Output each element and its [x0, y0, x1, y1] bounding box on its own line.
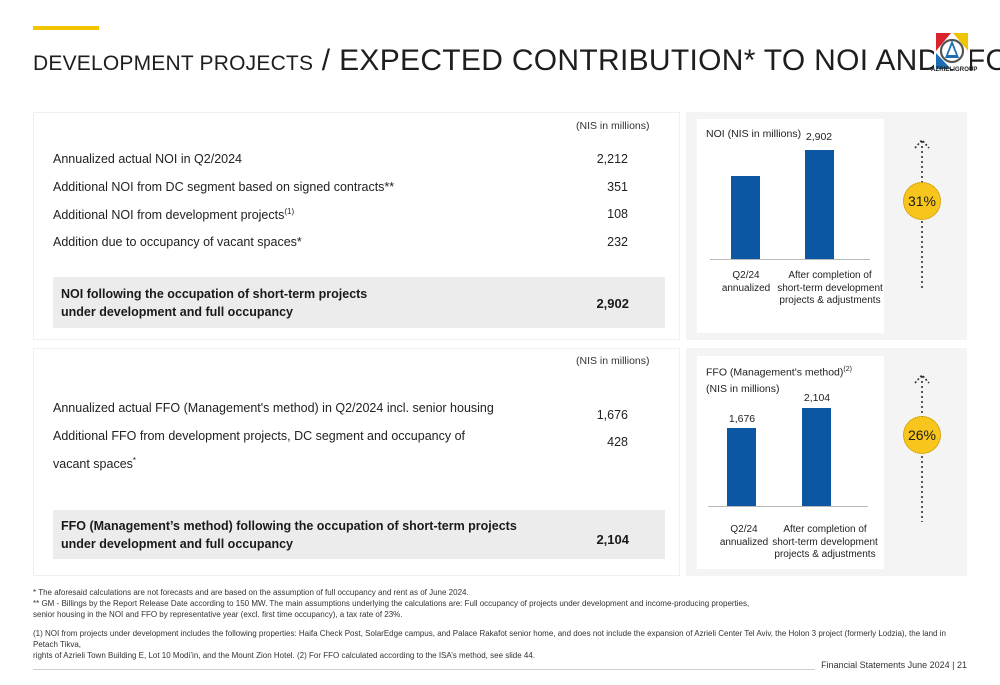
footnote-4: (1) NOI from projects under development …: [33, 629, 946, 649]
noi-chart-title: NOI (NIS in millions): [706, 128, 802, 140]
ffo-row-label-1: Annualized actual FFO (Management's meth…: [53, 401, 494, 415]
ffo-row-value-2: 428: [607, 435, 628, 449]
ffo-units-label: (NIS in millions): [576, 355, 650, 367]
noi-row-value-3: 108: [607, 207, 628, 221]
footnote-1: * The aforesaid calculations are not for…: [33, 588, 469, 597]
ffo-category-label-1: Q2/24 annualized: [719, 524, 769, 548]
noi-row-label-4: Addition due to occupancy of vacant spac…: [53, 235, 302, 249]
page-title-part2: EXPECTED CONTRIBUTION* TO NOI AND FFO: [339, 44, 1000, 77]
footnote-2: ** GM - Billings by the Report Release D…: [33, 599, 750, 608]
noi-row-label-2: Additional NOI from DC segment based on …: [53, 180, 395, 194]
ffo-bar-label-2: 2,104: [803, 392, 831, 404]
azrieli-logo-icon: [934, 31, 970, 69]
ffo-total-value: 2,104: [596, 532, 629, 547]
ffo-bar-label-1: 1,676: [728, 413, 756, 425]
noi-row-value-2: 351: [607, 180, 628, 194]
page-title-part1: DEVELOPMENT PROJECTS: [33, 52, 314, 75]
ffo-chart-title: FFO (Management's method)(2) (NIS in mil…: [706, 366, 852, 395]
noi-units-label: (NIS in millions): [576, 120, 650, 132]
ffo-x-axis: [708, 506, 868, 507]
footer-page-info: Financial Statements June 2024 | 21: [821, 660, 967, 670]
page-title: DEVELOPMENT PROJECTS / EXPECTED CONTRIBU…: [33, 44, 1000, 78]
noi-total-label: NOI following the occupation of short-te…: [61, 287, 368, 319]
noi-row-value-1: 2,212: [596, 152, 628, 166]
footnote-3: senior housing in the NOI and FFO by rep…: [33, 610, 403, 619]
noi-growth-value: 31%: [907, 193, 937, 209]
noi-total-value: 2,902: [596, 296, 629, 311]
noi-growth-indicator: 31%: [900, 137, 944, 293]
ffo-row-label-2b: vacant spaces*: [53, 456, 137, 472]
noi-growth-badge: 31%: [903, 182, 941, 220]
noi-bar-label-2: 2,902: [805, 131, 833, 143]
noi-bar-after-completion: [805, 150, 834, 259]
noi-chart-area: [697, 119, 884, 333]
ffo-total-box: [53, 510, 665, 559]
ffo-growth-arrow-icon: [914, 373, 930, 522]
ffo-category-label-2: After completion of short-term developme…: [772, 524, 878, 560]
noi-row-value-4: 232: [607, 235, 628, 249]
ffo-row-value-1: 1,676: [596, 408, 628, 422]
ffo-growth-value: 26%: [907, 427, 937, 443]
title-accent-bar: [33, 26, 99, 30]
ffo-row-label-2a: Additional FFO from development projects…: [53, 429, 466, 443]
ffo-bar-after-completion: [802, 408, 831, 506]
footnote-5: rights of Azrieli Town Building E, Lot 1…: [33, 651, 536, 660]
page-title-separator: /: [313, 44, 340, 77]
ffo-growth-badge: 26%: [903, 416, 941, 454]
noi-category-label-2: After completion of short-term developme…: [777, 270, 883, 306]
ffo-total-label: FFO (Management’s method) following the …: [61, 519, 517, 551]
footnotes: * The aforesaid calculations are not for…: [33, 587, 973, 661]
noi-bar-q224: [731, 175, 760, 259]
noi-row-label-1: Annualized actual NOI in Q2/2024: [53, 152, 243, 166]
logo-text: AZRIELIGROUP: [931, 67, 978, 73]
noi-total-box: [53, 277, 665, 328]
noi-x-axis: [710, 259, 870, 260]
ffo-bar-q224: [727, 427, 756, 506]
noi-category-label-1: Q2/24 annualized: [721, 270, 771, 294]
ffo-growth-indicator: 26%: [900, 372, 944, 524]
noi-row-label-3: Additional NOI from development projects…: [53, 207, 295, 223]
footer-divider: [33, 669, 815, 670]
